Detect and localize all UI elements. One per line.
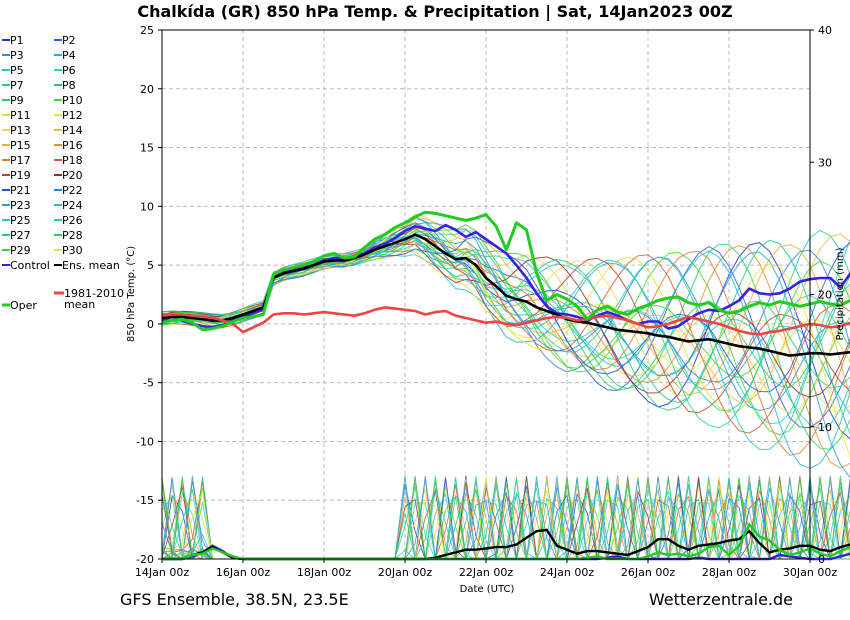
legend-label: P17 (10, 154, 31, 167)
y-tick-label: -20 (136, 553, 154, 566)
legend-label: P7 (10, 79, 24, 92)
y2-axis-ticks: 0 10 20 30 40 (810, 24, 832, 566)
y2-tick-label: 0 (818, 553, 825, 566)
legend-label: P29 (10, 244, 31, 257)
legend-label: P21 (10, 184, 31, 197)
member-line-P23 (161, 215, 850, 479)
y-tick-label: -10 (136, 435, 154, 448)
y-axis-ticks: -20 -15 -10 -5 0 5 10 15 20 25 (136, 24, 162, 566)
series-line-oper (161, 210, 850, 332)
y2-tick-label: 30 (818, 156, 832, 169)
legend-label: P10 (62, 94, 83, 107)
member-line-P21 (161, 236, 850, 393)
y-tick-label: 15 (140, 142, 154, 155)
member-line-P13 (161, 248, 850, 415)
legend-label-clim-2: mean (64, 298, 95, 311)
legend-label: P9 (10, 94, 24, 107)
legend-label: P27 (10, 229, 31, 242)
chart-title: Chalkída (GR) 850 hPa Temp. & Precipitat… (137, 2, 732, 22)
legend-label: P12 (62, 109, 83, 122)
legend-label: P28 (62, 229, 83, 242)
y2-tick-label: 10 (818, 421, 832, 434)
y2-axis-label: Precipitation (mm) (835, 247, 846, 340)
series-line-1981-2010-mean (161, 306, 850, 336)
legend-label: P3 (10, 49, 24, 62)
legend-label: P22 (62, 184, 83, 197)
legend-label: P24 (62, 199, 83, 212)
legend-label: P30 (62, 244, 83, 257)
member-line-P27 (161, 235, 850, 411)
y2-tick-label: 40 (818, 24, 832, 37)
y-tick-label: 5 (147, 259, 154, 272)
legend-label: P25 (10, 214, 31, 227)
x-tick-label: 14Jan 00z (135, 566, 189, 579)
y-tick-label: 0 (147, 318, 154, 331)
y-tick-label: -15 (136, 494, 154, 507)
legend: P1 P2 P3 P4 P5 P6 P7 P8 P9 P10 P11 P12 P13 P14 P15 P16 P… (2, 34, 124, 312)
x-tick-label: 26Jan 00z (621, 566, 675, 579)
x-tick-label: 18Jan 00z (297, 566, 351, 579)
legend-label: P15 (10, 139, 31, 152)
x-tick-label: 28Jan 00z (702, 566, 756, 579)
x-tick-label: 30Jan 00z (783, 566, 837, 579)
legend-label: Control (10, 259, 50, 272)
footer-source: Wetterzentrale.de (649, 590, 793, 609)
legend-label: P1 (10, 34, 24, 47)
x-axis-ticks: 14Jan 00z 16Jan 00z 18Jan 00z 20Jan 00z 22Ja… (135, 559, 837, 579)
y-axis-label: 850 hPa Temp. (°C) (126, 246, 137, 342)
legend-label: P13 (10, 124, 31, 137)
x-tick-label: 20Jan 00z (378, 566, 432, 579)
legend-label: P14 (62, 124, 83, 137)
member-line-P1 (161, 222, 850, 440)
legend-label: P19 (10, 169, 31, 182)
x-tick-label: 24Jan 00z (540, 566, 594, 579)
legend-label: P26 (62, 214, 83, 227)
x-tick-label: 16Jan 00z (216, 566, 270, 579)
y-tick-label: 25 (140, 24, 154, 37)
x-tick-label: 22Jan 00z (459, 566, 513, 579)
y-tick-label: 20 (140, 83, 154, 96)
legend-label: P18 (62, 154, 83, 167)
member-line-P25 (161, 243, 850, 450)
x-axis-label: Date (UTC) (460, 584, 515, 595)
y-tick-label: 10 (140, 200, 154, 213)
legend-label: P8 (62, 79, 76, 92)
legend-label: P20 (62, 169, 83, 182)
main-series-lines (161, 210, 850, 357)
legend-label: P6 (62, 64, 76, 77)
legend-label-oper: Oper (10, 299, 37, 312)
legend-label: Ens. mean (62, 259, 120, 272)
y2-tick-label: 20 (818, 289, 832, 302)
legend-label: P16 (62, 139, 83, 152)
footer-model-info: GFS Ensemble, 38.5N, 23.5E (120, 590, 349, 609)
legend-label: P5 (10, 64, 24, 77)
legend-label: P11 (10, 109, 31, 122)
legend-label: P23 (10, 199, 31, 212)
legend-label: P2 (62, 34, 76, 47)
legend-label: P4 (62, 49, 76, 62)
member-line-P30 (161, 213, 850, 458)
y-tick-label: -5 (143, 377, 154, 390)
legend-label-clim: 1981-2010 (64, 287, 124, 300)
